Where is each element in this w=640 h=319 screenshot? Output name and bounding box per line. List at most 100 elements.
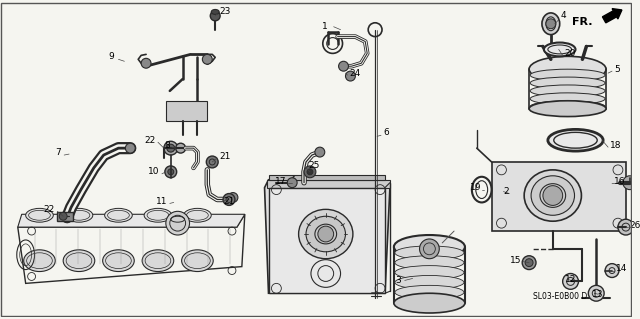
Polygon shape	[492, 162, 626, 231]
Circle shape	[588, 286, 604, 301]
Text: 13: 13	[592, 290, 604, 299]
Circle shape	[525, 259, 533, 267]
Ellipse shape	[548, 130, 603, 151]
Ellipse shape	[211, 10, 219, 14]
Ellipse shape	[524, 170, 581, 221]
Circle shape	[563, 273, 579, 289]
Ellipse shape	[395, 246, 464, 260]
Ellipse shape	[144, 208, 172, 222]
Circle shape	[141, 58, 151, 68]
Circle shape	[125, 143, 135, 153]
Ellipse shape	[395, 266, 464, 279]
Text: 25: 25	[308, 161, 319, 170]
Circle shape	[228, 193, 238, 203]
Ellipse shape	[530, 77, 605, 89]
Circle shape	[546, 19, 556, 29]
Ellipse shape	[395, 256, 464, 270]
Text: 24: 24	[349, 69, 361, 78]
Text: 3: 3	[395, 276, 401, 285]
Text: SL03-E0B00 D: SL03-E0B00 D	[533, 292, 588, 301]
Circle shape	[339, 61, 348, 71]
Circle shape	[307, 169, 313, 175]
Text: 23: 23	[219, 7, 230, 16]
Text: 12: 12	[564, 275, 576, 284]
Polygon shape	[18, 214, 245, 283]
Ellipse shape	[395, 295, 464, 309]
Ellipse shape	[26, 208, 53, 222]
Ellipse shape	[394, 235, 465, 259]
Text: 20: 20	[564, 49, 576, 58]
Ellipse shape	[182, 250, 213, 271]
Text: FR.: FR.	[572, 17, 592, 27]
Text: 5: 5	[614, 65, 620, 74]
Circle shape	[420, 239, 439, 259]
Text: 10: 10	[148, 167, 160, 176]
Circle shape	[543, 186, 563, 205]
Circle shape	[167, 144, 175, 152]
Polygon shape	[57, 212, 73, 221]
Ellipse shape	[530, 93, 605, 105]
Text: 22: 22	[145, 136, 156, 145]
Text: 14: 14	[616, 264, 627, 273]
Ellipse shape	[299, 209, 353, 259]
Polygon shape	[166, 101, 207, 121]
Circle shape	[304, 166, 316, 178]
Polygon shape	[269, 175, 385, 180]
Ellipse shape	[104, 208, 132, 222]
Ellipse shape	[395, 286, 464, 299]
Circle shape	[60, 212, 67, 220]
Circle shape	[346, 71, 355, 81]
Circle shape	[623, 176, 637, 189]
Text: 21: 21	[223, 197, 234, 206]
Text: 2: 2	[504, 187, 509, 196]
Ellipse shape	[306, 216, 346, 252]
Circle shape	[605, 263, 619, 278]
Ellipse shape	[394, 293, 465, 313]
Circle shape	[166, 211, 189, 235]
Text: 17: 17	[275, 177, 286, 186]
FancyArrow shape	[602, 9, 622, 23]
Text: 11: 11	[156, 197, 168, 206]
Ellipse shape	[542, 13, 560, 35]
Circle shape	[318, 226, 333, 242]
Circle shape	[223, 194, 235, 205]
Circle shape	[618, 219, 634, 235]
Text: 8: 8	[164, 141, 170, 150]
Text: 15: 15	[509, 256, 521, 265]
Polygon shape	[264, 180, 390, 293]
Text: 19: 19	[470, 183, 482, 192]
Text: 21: 21	[219, 152, 230, 160]
Polygon shape	[266, 180, 390, 188]
Ellipse shape	[529, 56, 606, 82]
Circle shape	[168, 169, 173, 175]
Circle shape	[211, 11, 220, 21]
Ellipse shape	[531, 176, 575, 215]
Polygon shape	[18, 214, 245, 227]
Text: 4: 4	[561, 11, 566, 20]
Polygon shape	[269, 188, 385, 293]
Text: 16: 16	[614, 177, 625, 186]
Ellipse shape	[530, 69, 605, 81]
Ellipse shape	[395, 276, 464, 289]
Text: 6: 6	[383, 128, 388, 137]
Circle shape	[176, 143, 186, 153]
Circle shape	[315, 147, 324, 157]
Ellipse shape	[530, 101, 605, 113]
Ellipse shape	[24, 250, 55, 271]
Ellipse shape	[142, 250, 173, 271]
Ellipse shape	[102, 250, 134, 271]
Ellipse shape	[184, 208, 211, 222]
Text: 22: 22	[43, 205, 54, 214]
Ellipse shape	[530, 85, 605, 97]
Text: 9: 9	[109, 52, 115, 61]
Circle shape	[522, 256, 536, 270]
Text: 26: 26	[630, 221, 640, 230]
Text: 7: 7	[56, 148, 61, 157]
Circle shape	[164, 141, 178, 155]
Circle shape	[202, 54, 212, 64]
Ellipse shape	[544, 42, 575, 56]
Circle shape	[165, 166, 177, 178]
Ellipse shape	[65, 208, 93, 222]
Ellipse shape	[529, 101, 606, 116]
Ellipse shape	[63, 250, 95, 271]
